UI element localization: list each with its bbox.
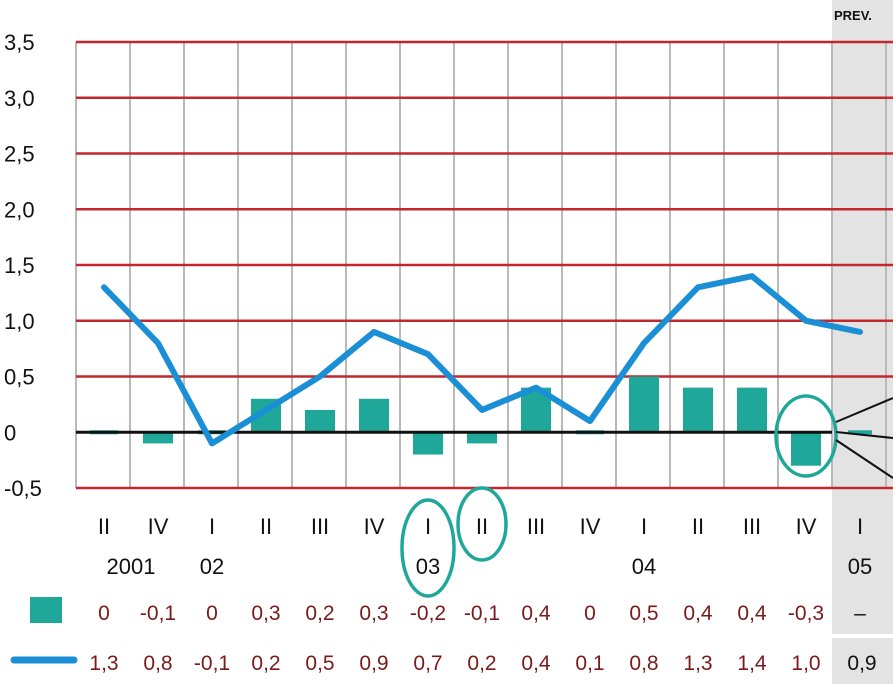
x-axis-category-labels: II IV I II III IV I II III IV I II III IV I: [98, 514, 863, 539]
x-tick-label: IV: [580, 514, 601, 539]
callout-lines: [835, 397, 893, 479]
x-tick-label: IV: [148, 514, 169, 539]
y-tick-label: 0: [4, 420, 16, 445]
x-tick-label: I: [209, 514, 215, 539]
x-tick-label: III: [527, 514, 545, 539]
horizontal-gridlines: [76, 40, 893, 490]
y-tick-label: 2,0: [4, 197, 35, 222]
line-value-label: 1,0: [791, 652, 820, 675]
x-tick-label: IV: [796, 514, 817, 539]
line-value-label: 0,4: [521, 652, 551, 675]
y-tick-label: 1,5: [4, 253, 35, 278]
bar-series: [90, 376, 872, 466]
bar: [737, 387, 767, 433]
x-tick-label: I: [425, 514, 431, 539]
x-tick-label: I: [641, 514, 647, 539]
line-value-label: 1,3: [89, 652, 118, 675]
y-tick-label: -0,5: [4, 476, 42, 501]
bar: [305, 409, 335, 433]
line-value-label: 0,2: [251, 652, 280, 675]
bar: [629, 376, 659, 433]
y-tick-label: 0,5: [4, 365, 35, 390]
callout-line: [835, 431, 893, 439]
bar-value-label: 0: [584, 602, 596, 625]
x-tick-label: II: [692, 514, 704, 539]
x-tick-label: I: [857, 514, 863, 539]
legend-bar-swatch: [30, 597, 62, 623]
bar-value-row: 0 -0,1 0 0,3 0,2 0,3 -0,2 -0,1 0,4 0 0,5 0,4 0,4 -0,3…: [98, 602, 866, 625]
bar-value-label: 0: [206, 602, 218, 625]
line-value-label: 1,4: [737, 652, 767, 675]
y-tick-label: 3,5: [4, 30, 35, 55]
highlight-ellipse: [456, 486, 508, 562]
bar-value-label: 0,5: [629, 602, 658, 625]
line-value-label: 0,2: [467, 652, 496, 675]
x-tick-label: II: [260, 514, 272, 539]
year-label: 05: [848, 554, 872, 579]
bar-value-label: 0,4: [683, 602, 713, 625]
x-tick-label: III: [743, 514, 761, 539]
bar: [683, 387, 713, 433]
bar-value-label: 0,3: [359, 602, 388, 625]
bar-value-label: -0,1: [464, 602, 500, 625]
year-label: 03: [416, 554, 440, 579]
bar-value-label: -0,3: [788, 602, 824, 625]
bar: [143, 432, 173, 444]
line-value-label: 0,8: [629, 652, 658, 675]
line-value-label: -0,1: [194, 652, 230, 675]
x-axis-year-labels: 2001 02 03 04 05: [107, 554, 873, 579]
line-value-label: 0,5: [305, 652, 334, 675]
bar-value-label: 0,4: [521, 602, 551, 625]
bar-value-label: –: [854, 602, 866, 625]
year-label: 04: [632, 554, 656, 579]
line-value-label: 0,8: [143, 652, 172, 675]
forecast-label: PREV.: [834, 8, 872, 23]
x-tick-label: II: [476, 514, 488, 539]
bar: [791, 432, 821, 466]
highlight-ellipses: [400, 394, 838, 598]
bar: [848, 430, 872, 435]
bar-value-label: 0,3: [251, 602, 280, 625]
bar: [359, 398, 389, 433]
bar-value-label: -0,2: [410, 602, 446, 625]
line-series: [101, 273, 863, 447]
highlight-ellipse: [774, 394, 838, 478]
line-value-label: 0,1: [575, 652, 604, 675]
highlight-ellipse: [400, 498, 456, 598]
line-value-row: 1,3 0,8 -0,1 0,2 0,5 0,9 0,7 0,2 0,4 0,1 0,8 1,3 1,4…: [89, 634, 893, 675]
year-label: 02: [200, 554, 224, 579]
line-value-label: 0,9: [847, 652, 876, 675]
x-tick-label: IV: [364, 514, 385, 539]
bar: [413, 432, 443, 455]
y-tick-label: 3,0: [4, 86, 35, 111]
callout-line: [835, 439, 893, 479]
x-tick-label: II: [98, 514, 110, 539]
bar-value-label: 0,2: [305, 602, 334, 625]
y-tick-label: 1,0: [4, 309, 35, 334]
bar-value-label: 0: [98, 602, 110, 625]
callout-line: [835, 397, 893, 423]
x-tick-label: III: [311, 514, 329, 539]
forecast-band: [832, 0, 893, 684]
bar: [467, 432, 497, 444]
bar-value-label: 0,4: [737, 602, 767, 625]
line-value-label: 0,9: [359, 652, 388, 675]
line-value-label: 0,7: [413, 652, 442, 675]
year-label: 2001: [107, 554, 156, 579]
bar-value-label: -0,1: [140, 602, 176, 625]
legend: [10, 597, 78, 664]
y-axis-tick-labels: 3,5 3,0 2,5 2,0 1,5 1,0 0,5 0 -0,5: [4, 30, 42, 501]
line-value-label: 1,3: [683, 652, 712, 675]
y-tick-label: 2,5: [4, 142, 35, 167]
